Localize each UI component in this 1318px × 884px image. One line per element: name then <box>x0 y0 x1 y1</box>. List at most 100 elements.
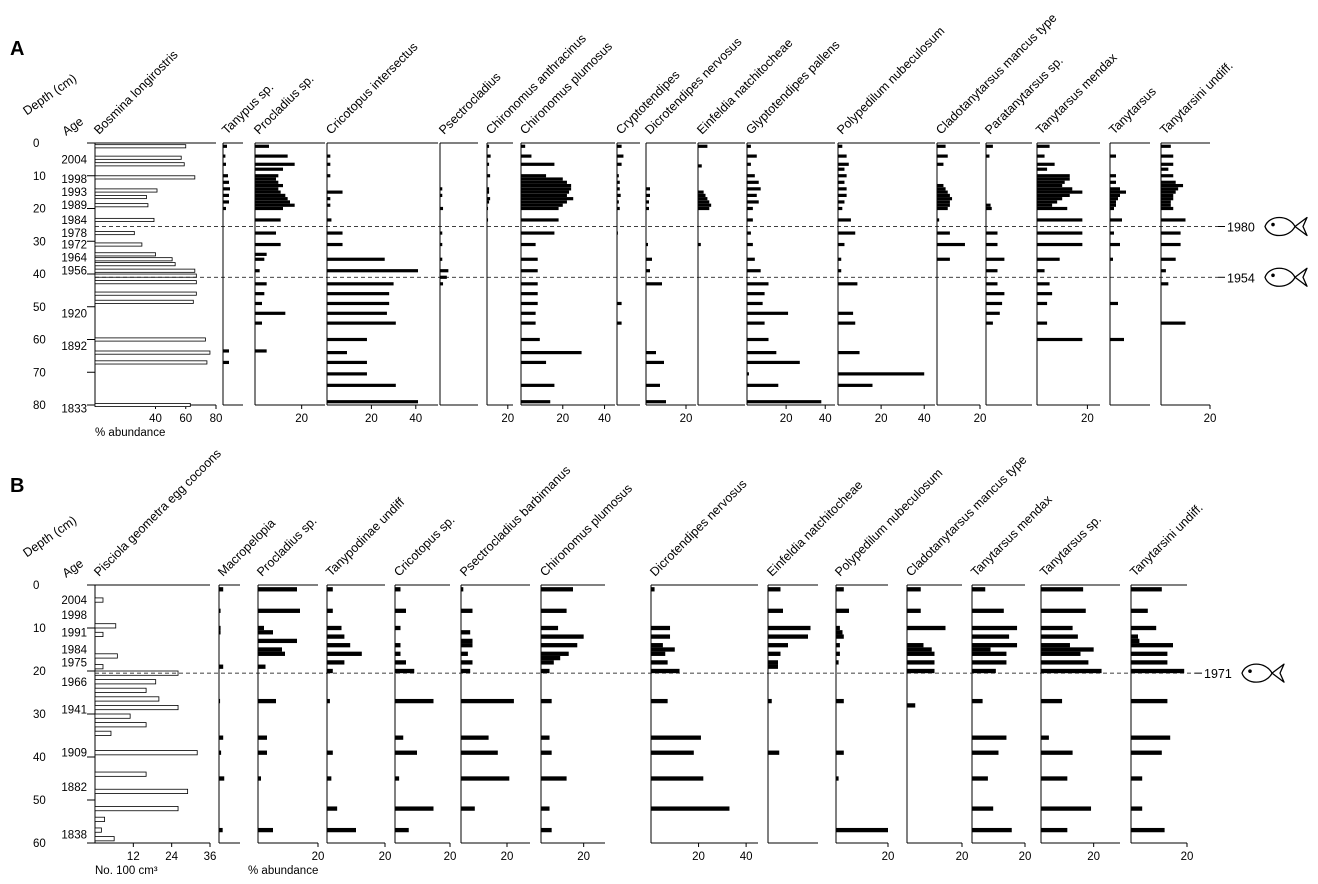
fish-icon <box>1264 216 1308 237</box>
panel-a-col-5-bar-3 <box>487 174 491 178</box>
panel-b-col-5-bar-9 <box>461 735 489 740</box>
panel-a-col-6-bar-7 <box>521 187 572 191</box>
panel-a-col-12-bar-3 <box>937 183 944 188</box>
panel-a-col-2-bar-16 <box>255 231 276 235</box>
panel-a-col-9-bar-2 <box>698 190 704 194</box>
panel-b-col-4-bar-0 <box>395 587 401 592</box>
panel-a-col-16-bar-4 <box>1161 174 1174 178</box>
panel-a-col-8-bar-2 <box>646 200 649 204</box>
panel-a-col-6-bar-23 <box>521 321 536 325</box>
panel-b-col-9-bar-2 <box>836 625 840 631</box>
panel-b-col-8-bar-3 <box>768 634 808 639</box>
panel-a-col-13-bar-1 <box>986 154 990 158</box>
panel-b-col-4-bar-3 <box>395 643 401 648</box>
panel-a-col-12-tick-label: 20 <box>974 413 987 425</box>
panel-b-col-11-bar-7 <box>972 660 1007 665</box>
panel-b-col-6-bar-8 <box>541 668 550 674</box>
panel-b-col-3-bar-10 <box>327 776 332 781</box>
panel-b-col-5-bar-0 <box>461 587 464 592</box>
panel-a-col-14-bar-14 <box>1037 206 1068 211</box>
panel-a-col-2-bar-14 <box>255 206 283 211</box>
panel-a-col-11-bar-16 <box>838 311 854 315</box>
panel-b-col-13-bar-14 <box>1131 827 1165 833</box>
panel-a-col-10-bar-12 <box>747 257 755 261</box>
panel-a-col-5-bar-0 <box>487 144 490 148</box>
panel-b-col-0-tick-label: 12 <box>127 851 140 863</box>
panel-b-col-7-bar-10 <box>651 750 694 755</box>
panel-a-col-3-bar-9 <box>327 257 385 261</box>
panel-b-col-7-bar-0 <box>651 587 655 592</box>
panel-b-col-9-tick-label: 20 <box>882 851 895 863</box>
panel-b-col-13-bar-3 <box>1131 634 1138 639</box>
panel-a-col-14-bar-21 <box>1037 292 1053 296</box>
panel-a-col-16-bar-2 <box>1161 162 1174 166</box>
panel-b-col-8-bar-8 <box>768 698 772 704</box>
panel-b-col-0-bar-14 <box>94 771 147 777</box>
panel-a-col-11-bar-3 <box>838 167 845 171</box>
panel-b-depth-tick-label: 60 <box>33 838 46 850</box>
panel-a-col-15-bar-13 <box>1110 257 1113 261</box>
panel-a-age-label-1892: 1892 <box>61 341 87 353</box>
panel-b-col-1-bar-5 <box>219 698 221 704</box>
panel-a-col-3-tick-label: 40 <box>409 413 422 425</box>
panel-a-col-16-bar-20 <box>1161 321 1186 325</box>
panel-b-col-13-bar-7 <box>1131 660 1168 665</box>
panel-b-col-12-bar-8 <box>1041 668 1102 674</box>
panel-b-col-6-bar-0 <box>541 587 573 592</box>
panel-a-col-2-bar-3 <box>255 167 283 171</box>
fish-icon-body <box>1264 267 1308 287</box>
panel-b-col-10-name: Cladotanytarsus mancus type <box>903 453 1029 579</box>
panel-a-col-9-bar-0 <box>698 144 708 148</box>
panel-a-col-14-bar-13 <box>1037 203 1053 207</box>
panel-a-col-7-bar-11 <box>617 321 622 325</box>
panel-a-col-8-bar-4 <box>646 242 648 247</box>
panel-a-col-15-bar-8 <box>1110 203 1116 207</box>
panel-b-col-13-bar-6 <box>1131 651 1168 656</box>
panel-a-col-0-bar-1 <box>94 155 182 160</box>
panel-a-col-0-bar-20 <box>94 360 208 365</box>
panel-a-event-label-0: 1980 <box>1227 221 1255 235</box>
panel-a-col-9-bar-8 <box>698 242 701 247</box>
panel-a-col-0-bar-16 <box>94 291 197 296</box>
panel-a-col-9-bar-7 <box>698 206 710 211</box>
panel-a-col-2-bar-10 <box>255 193 286 197</box>
panel-b-col-7-bar-5 <box>651 651 666 656</box>
panel-b-col-12-bar-1 <box>1041 608 1086 613</box>
panel-a-col-3-bar-4 <box>327 197 331 201</box>
panel-a-depth-tick-label: 10 <box>33 171 46 183</box>
panel-b-col-11-bar-14 <box>972 827 1012 833</box>
panel-a-col-8-bar-6 <box>646 269 650 273</box>
panel-a-col-1-bar-7 <box>223 200 229 204</box>
panel-b-col-12-bar-0 <box>1041 587 1084 592</box>
panel-a-col-14-bar-19 <box>1037 269 1045 273</box>
panel-a-col-15-bar-14 <box>1110 301 1118 306</box>
panel-b-col-7-tick-label: 40 <box>740 851 753 863</box>
panel-b-col-12-bar-11 <box>1041 750 1073 755</box>
panel-b-col-2-bar-8 <box>258 698 276 704</box>
panel-a-col-4-bar-2 <box>440 206 444 211</box>
panel-a-col-16-tick-label: 20 <box>1204 413 1217 425</box>
panel-a-col-0-bar-8 <box>94 231 135 236</box>
panel-b-col-3-bar-7 <box>327 668 333 674</box>
panel-a-col-0-bar-11 <box>94 257 173 262</box>
panel-a-col-0-tick-label: 80 <box>210 413 223 425</box>
panel-b-col-6-bar-7 <box>541 660 554 665</box>
panel-a-col-7-bar-0 <box>617 144 622 148</box>
panel-b-col-6-bar-9 <box>541 698 552 704</box>
panel-b-col-2-bar-0 <box>258 587 297 592</box>
panel-b-col-1-bar-8 <box>219 776 225 781</box>
panel-a-col-10-bar-10 <box>747 231 751 235</box>
panel-b-col-4-bar-5 <box>395 660 406 665</box>
panel-b-col-3-tick-label: 20 <box>379 851 392 863</box>
panel-a-col-10-tick-label: 20 <box>780 413 793 425</box>
panel-b-col-12-bar-2 <box>1041 625 1073 631</box>
panel-b-col-13-bar-8 <box>1131 668 1185 674</box>
panel-a-col-12-bar-2 <box>937 162 944 166</box>
panel-a-col-4-bar-5 <box>440 257 443 261</box>
panel-b-col-3-bar-0 <box>327 587 333 592</box>
panel-a-col-16-bar-17 <box>1161 257 1176 261</box>
panel-b-col-13-bar-1 <box>1131 608 1148 613</box>
panel-b-col-13-tick-label: 20 <box>1181 851 1194 863</box>
panel-b-age-label-1838: 1838 <box>61 829 87 841</box>
panel-a-xlabel-0: % abundance <box>95 427 165 439</box>
